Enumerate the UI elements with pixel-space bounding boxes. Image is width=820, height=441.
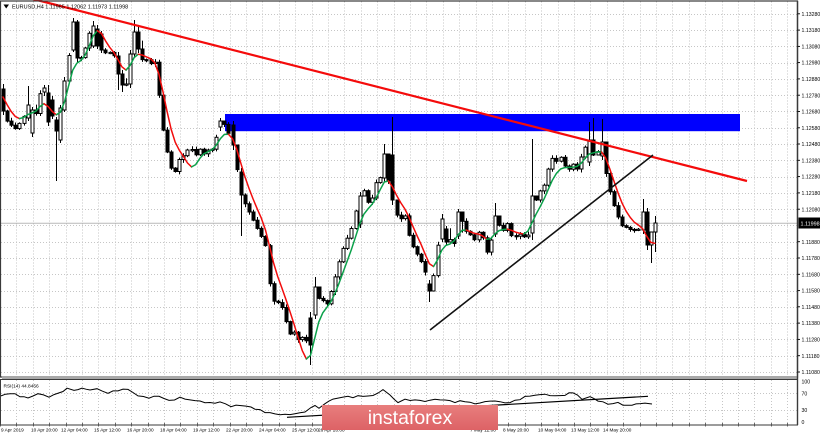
- svg-text:24 Apr 04:00: 24 Apr 04:00: [259, 428, 286, 433]
- svg-text:18 Apr 04:00: 18 Apr 04:00: [160, 428, 187, 433]
- svg-text:1.11380: 1.11380: [802, 321, 820, 327]
- svg-text:9 Apr 2019: 9 Apr 2019: [1, 428, 24, 433]
- svg-text:10 Apr 20:00: 10 Apr 20:00: [31, 428, 58, 433]
- svg-text:1.12680: 1.12680: [802, 110, 820, 116]
- svg-text:1.11280: 1.11280: [802, 338, 820, 344]
- svg-text:19 Apr 12:00: 19 Apr 12:00: [193, 428, 220, 433]
- svg-text:14 May 20:00: 14 May 20:00: [603, 428, 632, 433]
- svg-text:1.12880: 1.12880: [802, 77, 820, 83]
- svg-text:RSI(14) 44.8456: RSI(14) 44.8456: [4, 384, 40, 390]
- svg-text:1.13080: 1.13080: [802, 45, 820, 51]
- svg-text:1.11880: 1.11880: [802, 240, 820, 246]
- svg-text:22 Apr 20:00: 22 Apr 20:00: [226, 428, 253, 433]
- svg-text:12 Apr 04:00: 12 Apr 04:00: [61, 428, 88, 433]
- svg-text:1.11780: 1.11780: [802, 256, 820, 262]
- svg-text:13 May 12:00: 13 May 12:00: [571, 428, 600, 433]
- svg-text:1.12780: 1.12780: [802, 93, 820, 99]
- svg-text:30: 30: [802, 408, 808, 414]
- svg-text:1.12180: 1.12180: [802, 191, 820, 197]
- svg-text:1.12380: 1.12380: [802, 158, 820, 164]
- svg-text:1.13180: 1.13180: [802, 28, 820, 34]
- svg-text:1.11998: 1.11998: [801, 222, 820, 228]
- svg-text:1.11180: 1.11180: [802, 354, 820, 360]
- svg-text:0: 0: [802, 420, 805, 426]
- svg-text:1.12480: 1.12480: [802, 142, 820, 148]
- svg-text:1.13280: 1.13280: [802, 12, 820, 18]
- svg-text:70: 70: [802, 391, 808, 397]
- svg-text:EURUSD,H4 1.11965 1.12062 1.1: EURUSD,H4 1.11965 1.12062 1.11973 1.1199…: [12, 4, 128, 10]
- svg-text:16 Apr 20:00: 16 Apr 20:00: [127, 428, 154, 433]
- svg-text:1.11080: 1.11080: [802, 370, 820, 376]
- svg-text:1.11480: 1.11480: [802, 305, 820, 311]
- svg-text:8 May 20:00: 8 May 20:00: [503, 428, 529, 433]
- svg-text:100: 100: [802, 379, 811, 385]
- svg-text:10 May 04:00: 10 May 04:00: [538, 428, 567, 433]
- svg-text:1.12080: 1.12080: [802, 207, 820, 213]
- svg-text:1.12580: 1.12580: [802, 126, 820, 132]
- svg-text:15 Apr 12:00: 15 Apr 12:00: [94, 428, 121, 433]
- svg-text:25 Apr 12:00: 25 Apr 12:00: [292, 428, 319, 433]
- svg-text:1.11680: 1.11680: [802, 272, 820, 278]
- svg-text:1.11580: 1.11580: [802, 289, 820, 295]
- svg-text:instaforex: instaforex: [368, 407, 453, 429]
- svg-text:1.12980: 1.12980: [802, 61, 820, 67]
- svg-text:1.12280: 1.12280: [802, 175, 820, 181]
